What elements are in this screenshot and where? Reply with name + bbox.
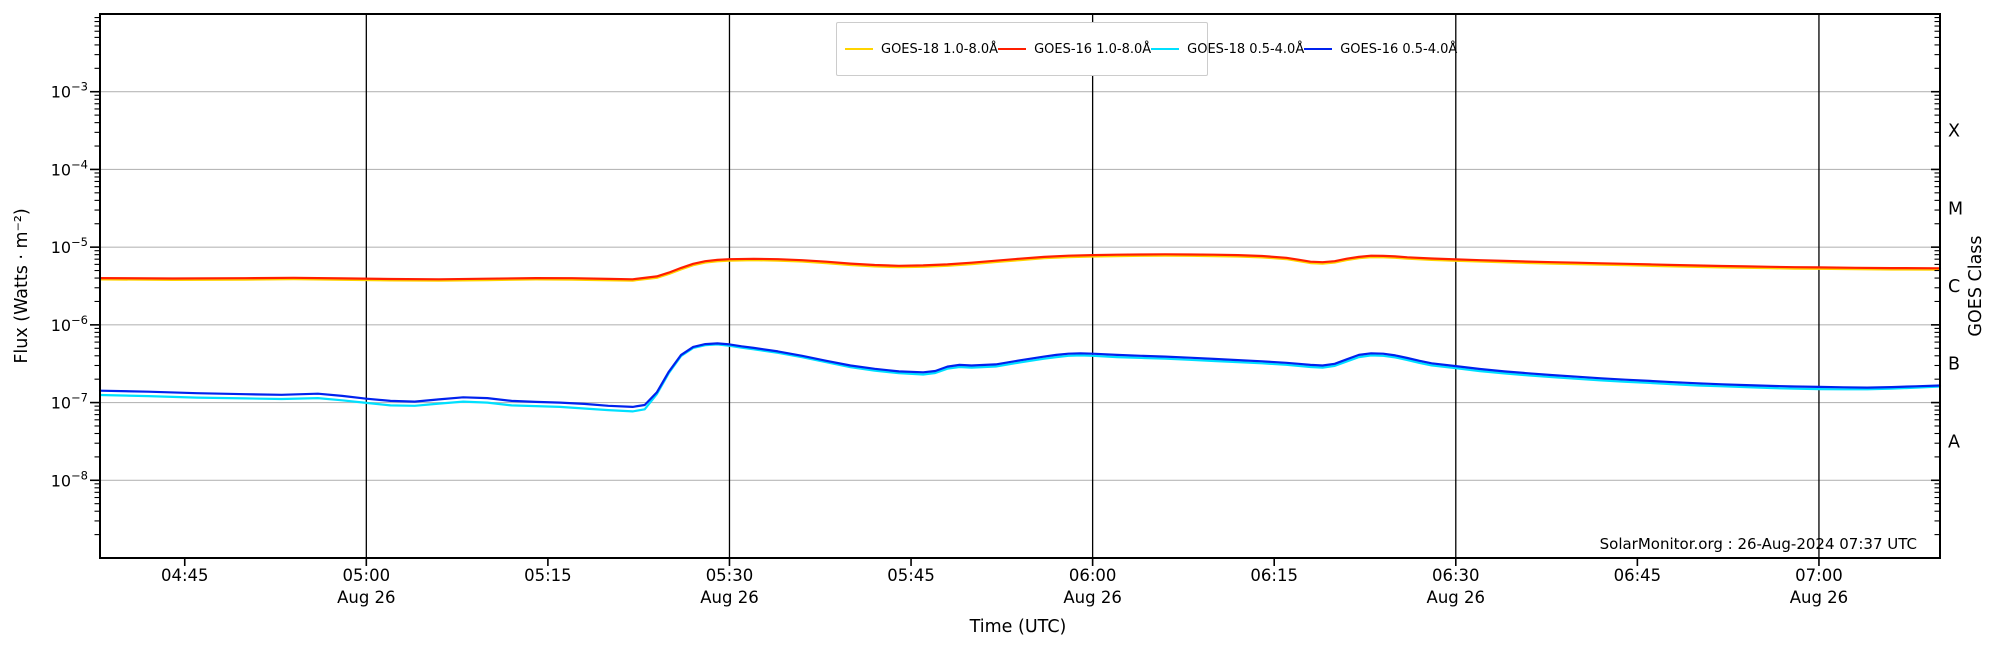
series-goes-18-long	[98, 254, 1942, 282]
x-tick-sublabel: Aug 26	[1790, 588, 1848, 607]
x-tick-sublabel: Aug 26	[1063, 588, 1121, 607]
legend-label-goes-16-long: GOES-16 1.0-8.0Å	[1034, 41, 1152, 57]
x-tick-label: 04:45	[161, 566, 209, 585]
x-tick-label: 06:30	[1432, 566, 1480, 585]
goes-class-label-b: B	[1948, 355, 1960, 375]
y-tick-label: 10−6	[51, 313, 88, 335]
data-series	[98, 253, 1942, 413]
plot-border	[99, 13, 1941, 559]
x-tick-sublabel: Aug 26	[700, 588, 758, 607]
series-goes-16-short	[98, 342, 1942, 408]
x-tick-label: 06:45	[1614, 566, 1662, 585]
legend-item-goes-16-short: GOES-16 0.5-4.0Å	[1304, 37, 1457, 61]
y-tick-label: 10−7	[51, 391, 88, 413]
axis-labels: 10−3 10−4 10−5 10−6 10−7 10−8 04:45 05:00 Aug 26…	[51, 80, 1963, 607]
legend-label-goes-18-short: GOES-18 0.5-4.0Å	[1187, 41, 1305, 57]
gridlines	[100, 14, 1940, 558]
goes-class-label-x: X	[1948, 122, 1960, 142]
y-axis-title: Flux (Watts · m⁻²)	[12, 208, 32, 363]
x-tick-label: 05:45	[887, 566, 935, 585]
x-tick-label: 05:30	[706, 566, 754, 585]
x-tick-sublabel: Aug 26	[337, 588, 395, 607]
watermark-text: SolarMonitor.org : 26-Aug-2024 07:37 UTC	[1600, 535, 1917, 553]
legend-item-goes-18-short: GOES-18 0.5-4.0Å	[1151, 37, 1304, 61]
goes-class-label-m: M	[1948, 199, 1963, 219]
y-tick-label: 10−8	[51, 468, 88, 490]
y-tick-label: 10−4	[51, 157, 88, 179]
goes-class-label-a: A	[1948, 432, 1960, 452]
x-axis-title: Time (UTC)	[969, 617, 1067, 637]
y-tick-label: 10−5	[51, 235, 88, 257]
legend-swatch-goes-18-long	[845, 48, 873, 50]
x-tick-label: 06:15	[1250, 566, 1298, 585]
x-tick-label: 05:15	[524, 566, 572, 585]
legend-item-goes-18-long: GOES-18 1.0-8.0Å	[845, 37, 998, 61]
legend-swatch-goes-16-long	[998, 48, 1027, 50]
x-tick-label: 06:00	[1069, 566, 1117, 585]
series-goes-16-long	[98, 253, 1942, 281]
legend-label-goes-16-short: GOES-16 0.5-4.0Å	[1340, 41, 1458, 57]
legend-swatch-goes-18-short	[1151, 48, 1180, 50]
x-tick-label: 05:00	[343, 566, 391, 585]
y-tick-label: 10−3	[51, 80, 88, 102]
x-tick-label: 07:00	[1795, 566, 1843, 585]
x-tick-sublabel: Aug 26	[1427, 588, 1485, 607]
axes	[90, 13, 1941, 566]
right-axis-title: GOES Class	[1966, 235, 1986, 336]
legend: GOES-18 1.0-8.0Å GOES-16 1.0-8.0Å GOES-18 …	[836, 22, 1457, 76]
legend-label-goes-18-long: GOES-18 1.0-8.0Å	[881, 41, 999, 57]
series-goes-18-short	[98, 343, 1942, 413]
legend-item-goes-16-long: GOES-16 1.0-8.0Å	[998, 37, 1151, 61]
goes-class-label-c: C	[1948, 277, 1960, 297]
legend-swatch-goes-16-short	[1304, 48, 1333, 50]
